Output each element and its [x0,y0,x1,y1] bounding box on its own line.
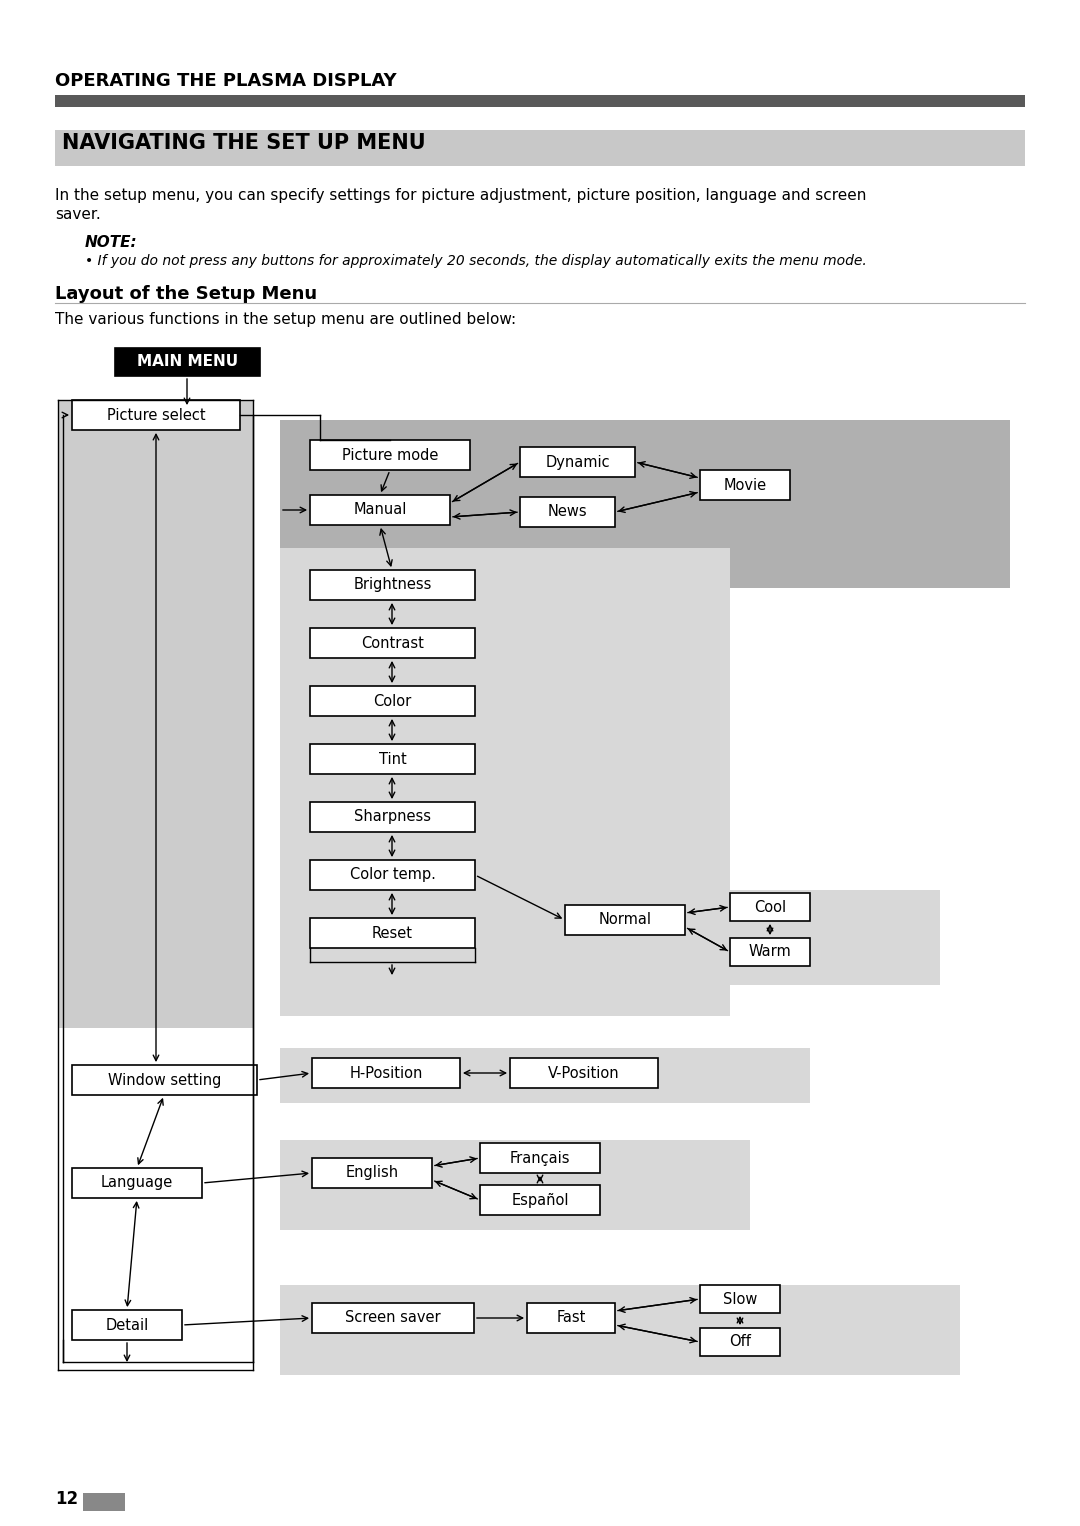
Text: Off: Off [729,1335,751,1349]
Text: Brightness: Brightness [353,577,432,592]
Bar [312,1058,460,1088]
Text: OPERATING THE PLASMA DISPLAY: OPERATING THE PLASMA DISPLAY [55,72,396,90]
Text: H-Position: H-Position [349,1065,422,1080]
Text: Cool: Cool [754,899,786,914]
Text: • If you do not press any buttons for approximately 20 seconds, the display auto: • If you do not press any buttons for ap… [85,253,867,269]
Bar [310,803,475,832]
Bar [310,687,475,716]
Bar [730,893,810,922]
Bar [280,1285,960,1375]
Bar [83,1492,125,1511]
Bar [310,745,475,774]
Text: Español: Español [511,1192,569,1207]
Bar [310,439,470,470]
Bar [310,629,475,658]
Bar [114,348,260,375]
Text: Slow: Slow [723,1291,757,1306]
Text: saver.: saver. [55,208,100,221]
Text: Layout of the Setup Menu: Layout of the Setup Menu [55,285,318,304]
Bar [510,1058,658,1088]
Bar [72,1167,202,1198]
Bar [55,130,1025,166]
Text: Sharpness: Sharpness [354,809,431,824]
Bar [310,494,450,525]
Text: Language: Language [100,1175,173,1190]
Bar [58,400,253,1029]
Bar [527,1303,615,1334]
Bar [519,890,940,984]
Bar [700,1285,780,1312]
Text: Window setting: Window setting [108,1073,221,1088]
Bar [700,1328,780,1357]
Text: Color temp.: Color temp. [350,867,435,882]
Bar [480,1143,600,1173]
Text: The various functions in the setup menu are outlined below:: The various functions in the setup menu … [55,311,516,327]
Bar [72,1309,183,1340]
Text: Reset: Reset [372,925,413,940]
Bar [480,1186,600,1215]
Text: Screen saver: Screen saver [346,1311,441,1326]
Text: Normal: Normal [598,913,651,928]
Text: Manual: Manual [353,502,407,517]
Text: NOTE:: NOTE: [85,235,137,250]
Text: V-Position: V-Position [549,1065,620,1080]
Bar [730,938,810,966]
Text: Tint: Tint [379,751,406,766]
Text: Movie: Movie [724,478,767,493]
Text: MAIN MENU: MAIN MENU [137,354,238,369]
Bar [280,1140,750,1230]
Text: In the setup menu, you can specify settings for picture adjustment, picture posi: In the setup menu, you can specify setti… [55,188,866,203]
Text: News: News [548,505,588,519]
Bar [310,861,475,890]
Text: Color: Color [374,693,411,708]
Bar [519,497,615,526]
Bar [280,1048,810,1103]
Bar [280,420,1010,588]
Text: Dynamic: Dynamic [545,455,610,470]
Bar [700,470,789,501]
Bar [280,548,730,1016]
Bar [55,95,1025,107]
Text: Detail: Detail [106,1317,149,1332]
Bar [72,400,240,430]
Text: Fast: Fast [556,1311,585,1326]
Bar [310,919,475,948]
Bar [519,447,635,478]
Bar [310,571,475,600]
Text: Picture mode: Picture mode [341,447,438,462]
Text: Picture select: Picture select [107,407,205,423]
Bar [312,1158,432,1189]
Text: Contrast: Contrast [361,635,424,650]
Bar [72,1065,257,1096]
Bar [565,905,685,935]
Text: Warm: Warm [748,945,792,960]
Text: Français: Français [510,1151,570,1166]
Text: NAVIGATING THE SET UP MENU: NAVIGATING THE SET UP MENU [62,133,426,153]
Text: 12: 12 [55,1489,78,1508]
Bar [312,1303,474,1334]
Text: English: English [346,1166,399,1181]
